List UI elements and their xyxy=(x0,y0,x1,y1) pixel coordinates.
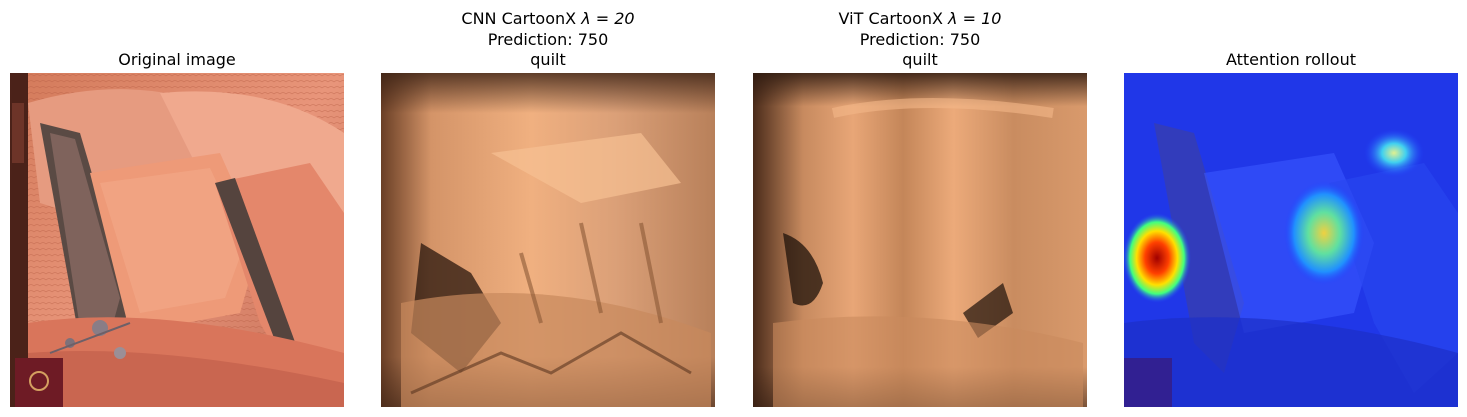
prediction-label: Prediction: 750 xyxy=(859,30,981,49)
panel-cnn-cartoonx: CNN CartoonX λ = 20 Prediction: 750 quil… xyxy=(381,0,715,417)
class-label: quilt xyxy=(530,50,566,69)
cnn-cartoon-explanation xyxy=(381,73,715,407)
attention-heatmap xyxy=(1124,73,1458,407)
panel-title: Original image xyxy=(118,50,236,69)
model-label: ViT CartoonX xyxy=(838,9,949,28)
model-label: CNN CartoonX xyxy=(461,9,582,28)
vit-cartoon-explanation xyxy=(753,73,1087,407)
panel-attention-rollout: Attention rollout xyxy=(1124,0,1458,417)
panel-title: Attention rollout xyxy=(1225,50,1357,69)
class-label: quilt xyxy=(902,50,938,69)
panel-vit-cartoonx: ViT CartoonX λ = 10 Prediction: 750 quil… xyxy=(753,0,1087,417)
panel-title-line1: CNN CartoonX λ = 20 xyxy=(381,9,715,28)
lambda-label: λ = 10 xyxy=(948,9,1002,28)
panel-title-line1: ViT CartoonX λ = 10 xyxy=(753,9,1087,28)
original-photo xyxy=(10,73,344,407)
prediction-label: Prediction: 750 xyxy=(487,30,609,49)
panel-original-image: Original image xyxy=(10,0,344,417)
lambda-label: λ = 20 xyxy=(581,9,635,28)
